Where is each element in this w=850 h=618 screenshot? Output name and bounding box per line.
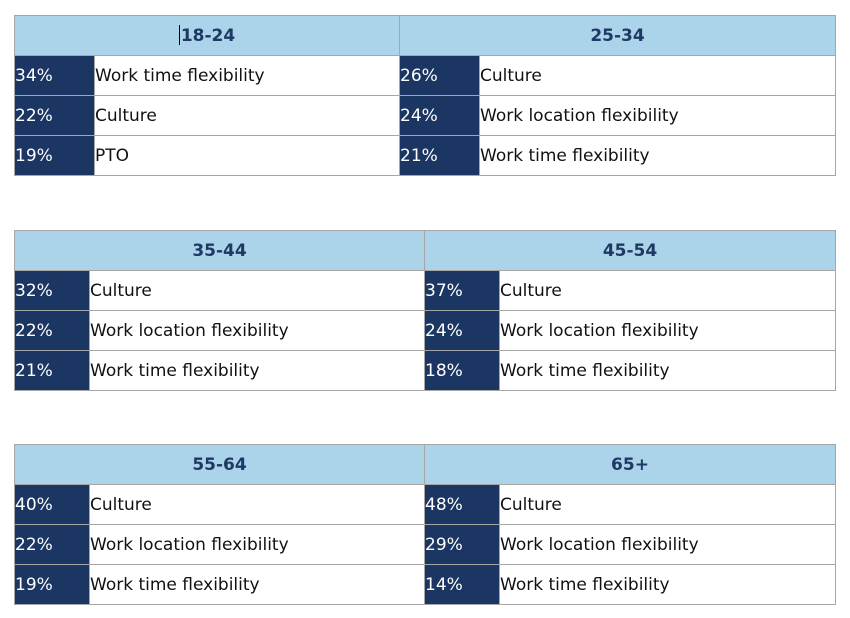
factor-cell[interactable]: Work time flexibility: [89, 350, 425, 391]
factor-cell[interactable]: Culture: [499, 270, 836, 311]
factor-cell[interactable]: Culture: [499, 484, 836, 525]
factor-cell[interactable]: Work time flexibility: [499, 564, 836, 605]
age-group-header[interactable]: 55-64: [14, 444, 425, 485]
age-group-header[interactable]: 45-54: [424, 230, 836, 271]
factor-cell[interactable]: Culture: [479, 55, 836, 96]
factor-cell[interactable]: Work time flexibility: [499, 350, 836, 391]
percent-cell[interactable]: 40%: [14, 484, 90, 525]
percent-cell[interactable]: 32%: [14, 270, 90, 311]
percent-cell[interactable]: 37%: [424, 270, 500, 311]
age-table-group-1: 18-24 25-34 34% Work time flexibility 26…: [14, 15, 836, 176]
percent-cell[interactable]: 24%: [399, 95, 480, 136]
percent-cell[interactable]: 14%: [424, 564, 500, 605]
factor-cell[interactable]: Work location flexibility: [499, 524, 836, 565]
factor-cell[interactable]: Culture: [94, 95, 400, 136]
percent-cell[interactable]: 48%: [424, 484, 500, 525]
text-cursor: [178, 25, 180, 45]
percent-cell[interactable]: 24%: [424, 310, 500, 351]
factor-cell[interactable]: Work location flexibility: [479, 95, 836, 136]
percent-cell[interactable]: 22%: [14, 310, 90, 351]
age-table-group-2: 35-44 45-54 32% Culture 37% Culture 22% …: [14, 230, 836, 391]
age-group-header[interactable]: 25-34: [399, 15, 836, 56]
factor-cell[interactable]: Work location flexibility: [89, 310, 425, 351]
age-table-group-3: 55-64 65+ 40% Culture 48% Culture 22% Wo…: [14, 444, 836, 605]
age-group-header[interactable]: 35-44: [14, 230, 425, 271]
percent-cell[interactable]: 21%: [399, 135, 480, 176]
percent-cell[interactable]: 19%: [14, 135, 95, 176]
percent-cell[interactable]: 34%: [14, 55, 95, 96]
age-group-header[interactable]: 65+: [424, 444, 836, 485]
percent-cell[interactable]: 29%: [424, 524, 500, 565]
factor-cell[interactable]: PTO: [94, 135, 400, 176]
factor-cell[interactable]: Culture: [89, 270, 425, 311]
age-group-header[interactable]: 18-24: [14, 15, 400, 56]
factor-cell[interactable]: Work time flexibility: [479, 135, 836, 176]
percent-cell[interactable]: 26%: [399, 55, 480, 96]
percent-cell[interactable]: 18%: [424, 350, 500, 391]
factor-cell[interactable]: Culture: [89, 484, 425, 525]
percent-cell[interactable]: 22%: [14, 95, 95, 136]
factor-cell[interactable]: Work location flexibility: [89, 524, 425, 565]
percent-cell[interactable]: 21%: [14, 350, 90, 391]
factor-cell[interactable]: Work location flexibility: [499, 310, 836, 351]
factor-cell[interactable]: Work time flexibility: [89, 564, 425, 605]
factor-cell[interactable]: Work time flexibility: [94, 55, 400, 96]
percent-cell[interactable]: 19%: [14, 564, 90, 605]
percent-cell[interactable]: 22%: [14, 524, 90, 565]
